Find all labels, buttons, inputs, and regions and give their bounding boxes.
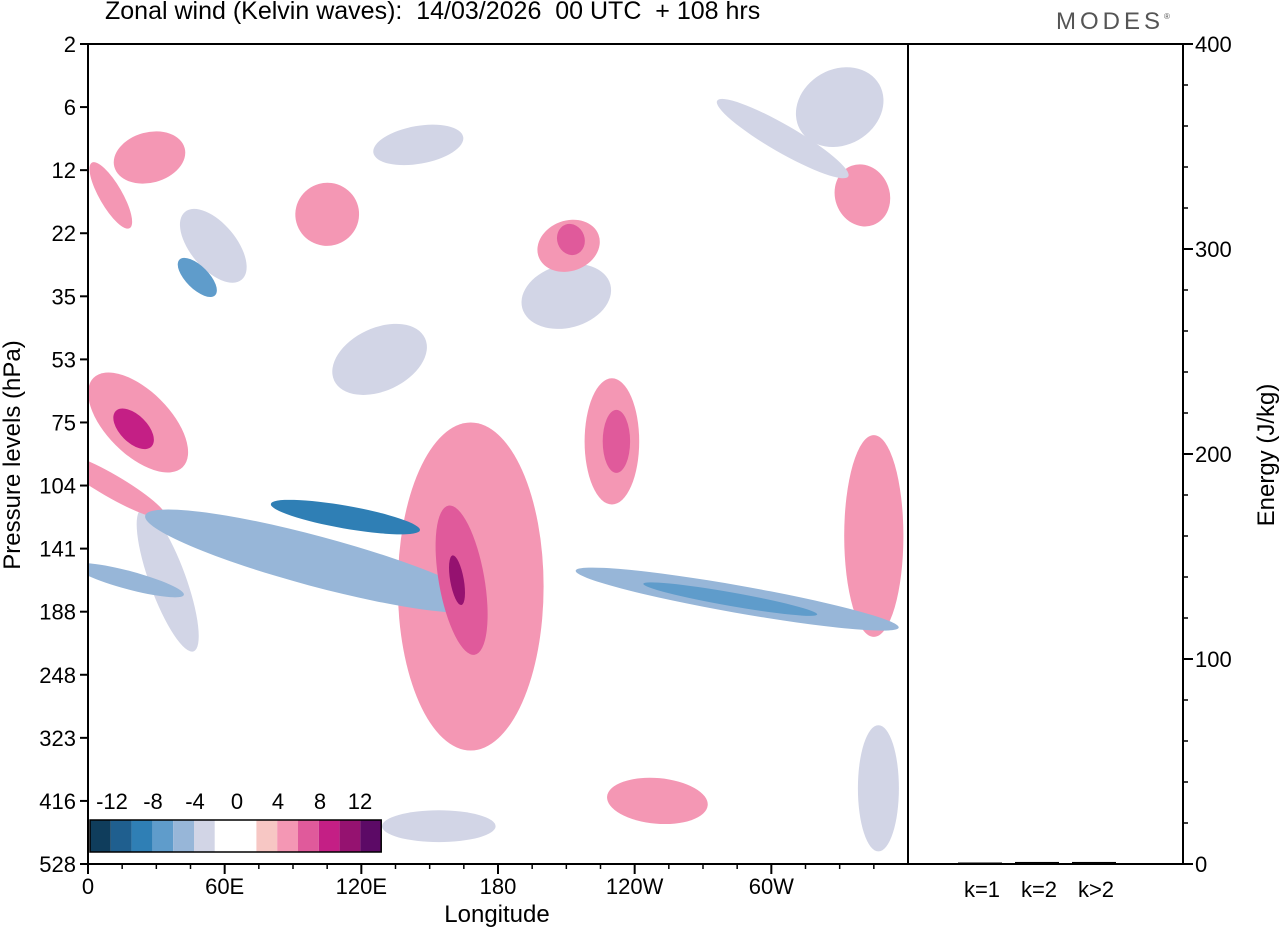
wind-blob-20 (88, 563, 184, 598)
wind-blob-0 (521, 263, 612, 329)
longitude-tick-label: 120E (336, 874, 387, 899)
pressure-axis: 2 6 12 22 35 53 75 104 141 188 248 323 416 528 (39, 32, 88, 877)
energy-tick-label: 400 (1195, 32, 1232, 57)
wind-blob-15 (295, 182, 360, 246)
colorbar-swatch (173, 820, 194, 852)
pressure-tick-label: 188 (39, 600, 76, 625)
longitude-tick-label: 120W (606, 874, 664, 899)
colorbar-label: 8 (314, 789, 326, 814)
longitude-axis-title: Longitude (444, 901, 549, 928)
energy-axis: 0 100 200 300 400 (1183, 32, 1232, 877)
pressure-tick-label: 141 (39, 537, 76, 562)
pressure-tick-label: 416 (39, 789, 76, 814)
pressure-tick-label: 22 (52, 221, 76, 246)
longitude-axis: 0 60E 120E 180 120W 60W (82, 864, 875, 899)
wind-blob-5 (136, 508, 199, 652)
pressure-tick-label: 528 (39, 852, 76, 877)
colorbar-frame (89, 819, 382, 853)
colorbar-swatch (194, 820, 215, 852)
longitude-tick-label: 0 (82, 874, 94, 899)
energy-category-label: k=1 (964, 877, 1000, 902)
wind-blob-6 (179, 208, 247, 283)
wind-blob-4 (373, 124, 464, 166)
wind-blob-3 (382, 810, 496, 843)
wind-blob-29 (270, 499, 420, 535)
pressure-axis-title: Pressure levels (hPa) (0, 340, 26, 569)
colorbar-swatch (277, 820, 298, 852)
wind-blob-12 (834, 164, 891, 227)
wind-blob-25 (602, 409, 631, 473)
energy-bar-k=1 (958, 862, 1002, 864)
energy-tick-label: 200 (1195, 442, 1232, 467)
colorbar-swatch (360, 820, 382, 852)
colorbar-swatch (214, 820, 236, 852)
energy-category-label: k=2 (1021, 877, 1057, 902)
wind-blob-2 (795, 67, 884, 147)
energy-category-label: k>2 (1078, 877, 1114, 902)
colorbar-swatch (90, 820, 111, 852)
wind-blob-14 (607, 777, 708, 825)
colorbar-label: 12 (348, 789, 372, 814)
pressure-tick-label: 104 (39, 474, 76, 499)
pressure-tick-label: 75 (52, 410, 76, 435)
colorbar-label: -8 (143, 789, 163, 814)
colorbar-swatch (256, 820, 278, 852)
longitude-tick-label: 60E (205, 874, 244, 899)
pressure-tick-label: 2 (64, 32, 76, 57)
wind-blob-18 (88, 452, 166, 519)
pressure-tick-label: 6 (64, 95, 76, 120)
energy-bar-k>2 (1072, 861, 1116, 864)
wind-blob-21 (145, 509, 487, 613)
brand-text: MODES (1056, 8, 1165, 35)
energy-bars: k=1 k=2 k>2 (958, 861, 1116, 902)
longitude-tick-label: 180 (480, 874, 517, 899)
pressure-tick-label: 53 (52, 347, 76, 372)
longitude-tick-label: 60W (749, 874, 794, 899)
energy-tick-label: 300 (1195, 237, 1232, 262)
colorbar-label: -12 (96, 789, 128, 814)
wind-contours (88, 67, 904, 852)
energy-tick-label: 100 (1195, 647, 1232, 672)
wind-blob-1 (857, 725, 899, 852)
brand-registered-mark: ® (1164, 12, 1170, 21)
wind-blob-16 (89, 162, 133, 229)
colorbar-swatch (131, 820, 153, 852)
energy-tick-label: 0 (1195, 852, 1207, 877)
wind-blob-30 (449, 555, 465, 606)
wind-blob-8 (332, 323, 427, 395)
energy-plot-frame (907, 43, 1184, 865)
colorbar: -12 -8 -4 0 4 8 12 (89, 789, 382, 853)
pressure-tick-label: 35 (52, 284, 76, 309)
colorbar-label: 4 (272, 789, 284, 814)
wind-blob-11 (844, 435, 904, 637)
wind-blob-28 (113, 408, 154, 450)
colorbar-swatch (339, 820, 361, 852)
pressure-tick-label: 12 (52, 158, 76, 183)
energy-axis-title: Energy (J/kg) (1253, 384, 1280, 527)
brand-logo: MODES® (1056, 8, 1170, 36)
wind-blob-26 (556, 223, 585, 256)
colorbar-label: 0 (231, 789, 243, 814)
colorbar-swatch (110, 820, 132, 852)
pressure-tick-label: 248 (39, 663, 76, 688)
energy-bar-k=2 (1015, 861, 1059, 864)
wind-blob-7 (113, 131, 186, 184)
colorbar-swatch (298, 820, 319, 852)
chart-title: Zonal wind (Kelvin waves): 14/03/2026 00… (105, 0, 761, 25)
colorbar-swatch (152, 820, 174, 852)
pressure-tick-label: 323 (39, 726, 76, 751)
colorbar-swatch (235, 820, 257, 852)
wind-blob-27 (643, 582, 818, 616)
wind-blob-13 (716, 98, 849, 179)
wind-blob-23 (177, 257, 217, 297)
colorbar-label: -4 (185, 789, 205, 814)
colorbar-swatch (318, 820, 340, 852)
